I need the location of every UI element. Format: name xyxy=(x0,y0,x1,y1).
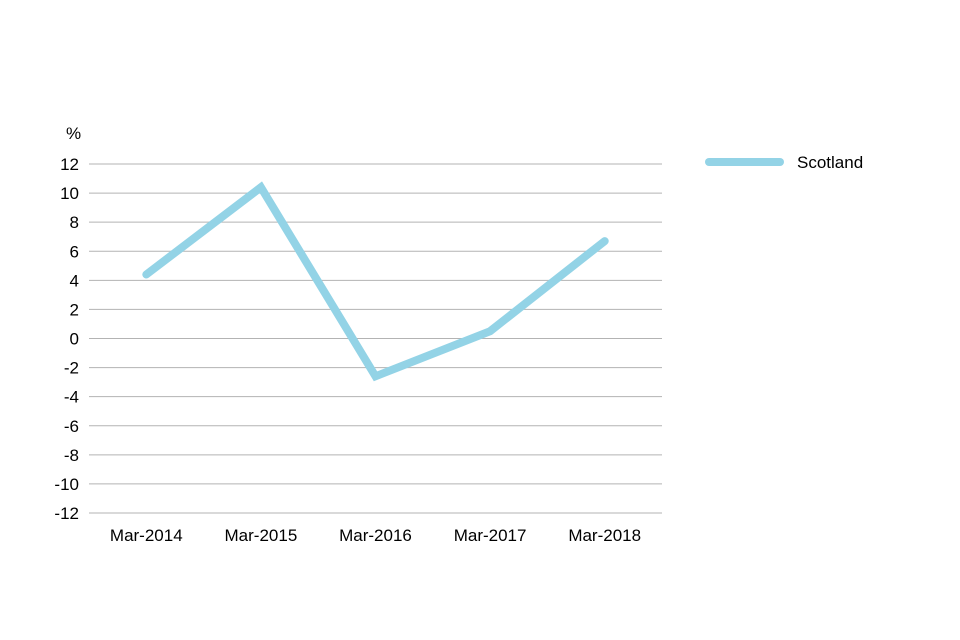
y-tick-label: -2 xyxy=(64,359,79,378)
y-tick-label: -8 xyxy=(64,446,79,465)
series-line-scotland xyxy=(142,181,609,382)
y-tick-label: 10 xyxy=(60,184,79,203)
x-tick-label: Mar-2014 xyxy=(110,526,183,545)
y-axis-unit-label: % xyxy=(66,124,81,143)
gridlines xyxy=(89,163,662,514)
x-tick-label: Mar-2017 xyxy=(454,526,527,545)
legend: Scotland xyxy=(705,153,863,172)
y-tick-label: 12 xyxy=(60,155,79,174)
legend-label: Scotland xyxy=(797,153,863,172)
y-tick-label: 6 xyxy=(70,242,79,261)
y-tick-label: -6 xyxy=(64,417,79,436)
y-tick-label: 8 xyxy=(70,213,79,232)
y-tick-label: -4 xyxy=(64,388,79,407)
x-tick-label: Mar-2018 xyxy=(568,526,641,545)
y-tick-label: -10 xyxy=(54,475,79,494)
x-tick-label: Mar-2015 xyxy=(225,526,298,545)
y-tick-label: 0 xyxy=(70,330,79,349)
x-axis-ticks: Mar-2014 Mar-2015 Mar-2016 Mar-2017 Mar-2018 xyxy=(110,526,641,545)
series-lines xyxy=(142,181,609,382)
x-tick-label: Mar-2016 xyxy=(339,526,412,545)
y-tick-label: 2 xyxy=(70,300,79,319)
y-tick-label: 4 xyxy=(70,271,79,290)
y-axis-ticks: 12 10 8 6 4 2 0 -2 -4 -6 -8 -10 -12 xyxy=(54,155,79,523)
y-tick-label: -12 xyxy=(54,504,79,523)
